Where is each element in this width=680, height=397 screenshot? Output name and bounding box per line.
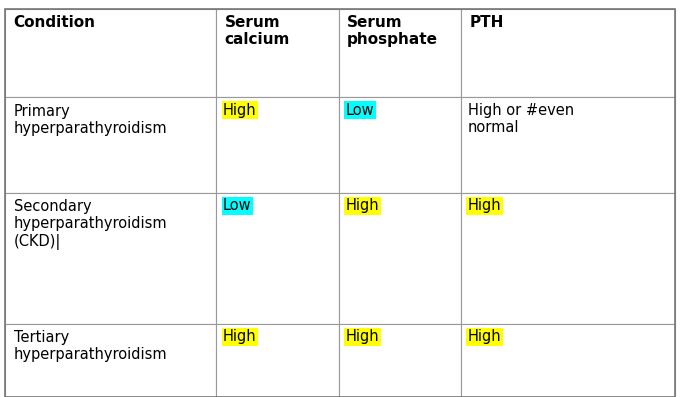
Bar (5, 9, 216, 97)
Bar (461, 97, 675, 193)
Text: Condition: Condition (14, 15, 96, 30)
Text: Primary
hyperparathyroidism: Primary hyperparathyroidism (14, 104, 167, 136)
Bar (339, 9, 461, 97)
Text: Serum
phosphate: Serum phosphate (347, 15, 438, 48)
Bar (461, 193, 675, 324)
Text: Low: Low (223, 198, 252, 213)
Text: High or #even
normal: High or #even normal (468, 103, 574, 135)
Text: High: High (468, 198, 501, 213)
Text: Low: Low (345, 103, 374, 118)
Bar (216, 97, 339, 193)
Bar (216, 193, 339, 324)
Bar (216, 9, 339, 97)
Bar (339, 97, 461, 193)
Text: Secondary
hyperparathyroidism
(CKD)|: Secondary hyperparathyroidism (CKD)| (14, 199, 167, 250)
Bar (339, 324, 461, 397)
Text: High: High (468, 329, 501, 344)
Text: High: High (223, 103, 256, 118)
Text: High: High (345, 329, 379, 344)
Text: PTH: PTH (469, 15, 504, 30)
Text: Tertiary
hyperparathyroidism: Tertiary hyperparathyroidism (14, 330, 167, 362)
Bar (461, 9, 675, 97)
Text: High: High (223, 329, 256, 344)
Bar (5, 324, 216, 397)
Bar (5, 193, 216, 324)
Text: High: High (345, 198, 379, 213)
Text: Serum
calcium: Serum calcium (224, 15, 290, 48)
Bar (339, 193, 461, 324)
Bar (216, 324, 339, 397)
Bar (461, 324, 675, 397)
Bar (5, 97, 216, 193)
